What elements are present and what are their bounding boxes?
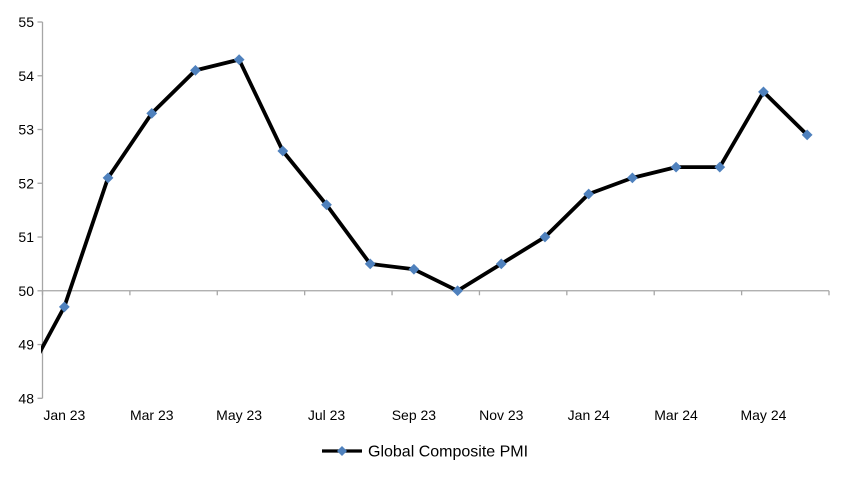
data-point-marker [539,231,551,243]
data-point-marker [321,199,332,211]
data-point-marker [714,161,726,173]
y-axis-tick-label: 55 [18,14,34,30]
x-axis: Jan 23 Mar 23 May 23 Jul 23 Sep 23 Nov 23 Jan … [41,290,830,423]
x-axis-tick-label: Mar 23 [130,407,174,423]
data-point-marker [58,301,70,313]
x-axis-tick-label: Nov 23 [479,407,524,423]
x-axis-tick-label: May 24 [740,407,786,423]
data-point-marker [583,188,595,200]
data-point-marker [408,263,420,275]
x-axis-tick-label: Jan 24 [568,407,610,423]
x-axis-tick-label: May 23 [216,407,262,423]
pmi-series-line [41,57,809,354]
y-axis-tick-label: 49 [18,337,34,353]
y-axis-tick-label: 50 [18,283,34,299]
legend-label: Global Composite PMI [368,444,528,461]
data-point-marker [364,258,376,270]
y-axis: 55 54 53 52 51 50 49 48 [18,14,44,406]
data-point-marker [626,172,638,184]
x-axis-tick-label: Mar 24 [654,407,698,423]
series-global-composite-pmi [41,54,813,354]
data-point-marker [277,145,289,157]
y-axis-tick-label: 51 [18,229,34,245]
data-point-marker [495,258,507,270]
data-point-marker [190,64,201,76]
y-axis-tick-label: 52 [18,175,34,191]
data-point-marker [801,129,813,141]
chart-legend: Global Composite PMI [322,444,528,461]
y-axis-tick-label: 54 [18,68,34,84]
y-axis-tick-label: 48 [18,390,34,406]
x-axis-tick-label: Jul 23 [308,407,346,423]
y-axis-tick-label: 53 [18,122,34,138]
data-point-marker [233,54,245,66]
data-point-marker [758,86,769,98]
data-point-marker [146,107,158,119]
legend-marker-icon [337,446,347,456]
data-point-marker [102,172,114,184]
data-point-marker [670,161,682,173]
x-axis-tick-label: Jan 23 [43,407,85,423]
data-point-marker [452,285,463,297]
x-axis-tick-label: Sep 23 [392,407,437,423]
